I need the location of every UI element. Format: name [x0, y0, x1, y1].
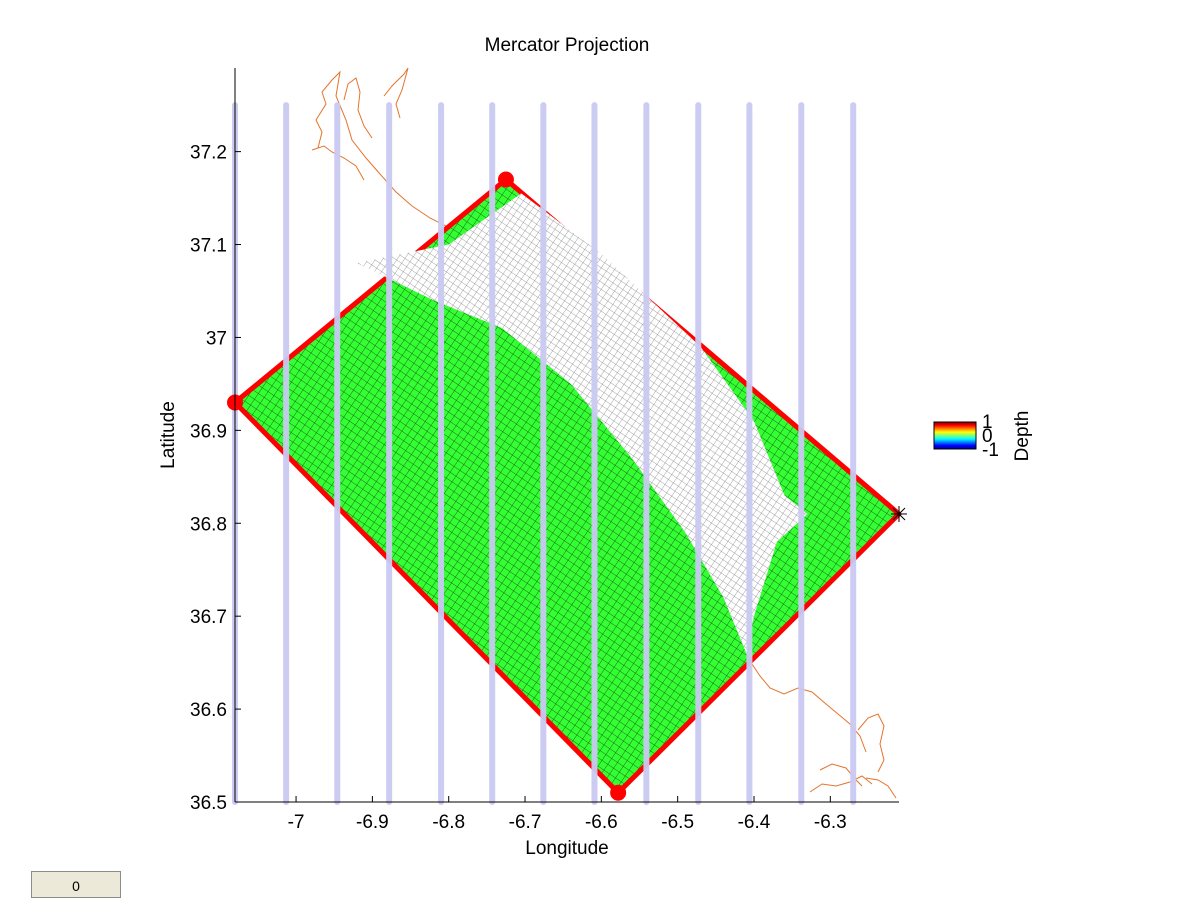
coastline-segment — [857, 713, 885, 773]
colorbar-gradient — [933, 421, 977, 450]
land-mesh-b — [357, 193, 808, 654]
y-tick-label: 36.6 — [190, 700, 227, 721]
coastline-segment — [343, 77, 373, 139]
domain-mesh-b — [235, 179, 899, 793]
coastline-segment — [751, 663, 867, 753]
y-ticks: 36.5 36.6 36.7 36.8 36.9 37 37.1 37.2 — [190, 143, 241, 814]
land-mesh — [357, 193, 808, 654]
x-tick-label: -7 — [288, 812, 305, 833]
y-tick-label: 36.8 — [190, 514, 227, 535]
y-tick-label: 37.2 — [190, 143, 227, 164]
x-tick-label: -6.7 — [509, 812, 542, 833]
coastline-segment — [809, 775, 873, 793]
coastline-segment — [819, 763, 863, 787]
y-tick-label: 37 — [206, 328, 227, 349]
x-ticks: -7 -6.9 -6.8 -6.7 -6.6 -6.5 -6.4 -6.3 — [288, 796, 847, 833]
x-axis-label: Longitude — [525, 838, 608, 859]
markers — [227, 171, 907, 801]
x-tick-label: -6.6 — [585, 812, 618, 833]
coastline — [311, 67, 897, 799]
colorbar-tick: 1 — [982, 412, 993, 433]
coastline-segment — [383, 67, 409, 119]
corner-marker — [610, 784, 627, 801]
x-tick-label: -6.5 — [661, 812, 694, 833]
star-marker — [891, 505, 907, 522]
y-axis-label: Latitude — [158, 401, 179, 469]
x-tick-label: -6.3 — [814, 812, 847, 833]
y-tick-label: 36.9 — [190, 421, 227, 442]
x-tick-label: -6.8 — [432, 812, 465, 833]
coastline-segment — [315, 70, 475, 245]
x-tick-label: -6.9 — [356, 812, 389, 833]
status-value-box[interactable]: 0 — [31, 871, 121, 898]
colorbar-tick: 0 — [982, 426, 993, 447]
y-tick-label: 36.7 — [190, 607, 227, 628]
transects — [232, 102, 857, 805]
corner-marker — [497, 171, 514, 188]
coastline-segment — [865, 777, 897, 799]
x-tick-label: -6.4 — [738, 812, 771, 833]
star-stroke — [892, 507, 906, 521]
colorbar: 1 0 -1 Depth — [933, 411, 1033, 462]
y-tick-label: 36.5 — [190, 793, 227, 814]
y-tick-label: 37.1 — [190, 236, 227, 257]
colorbar-tick: -1 — [982, 440, 999, 461]
chart-title: Mercator Projection — [485, 35, 650, 56]
colorbar-label: Depth — [1012, 411, 1033, 462]
